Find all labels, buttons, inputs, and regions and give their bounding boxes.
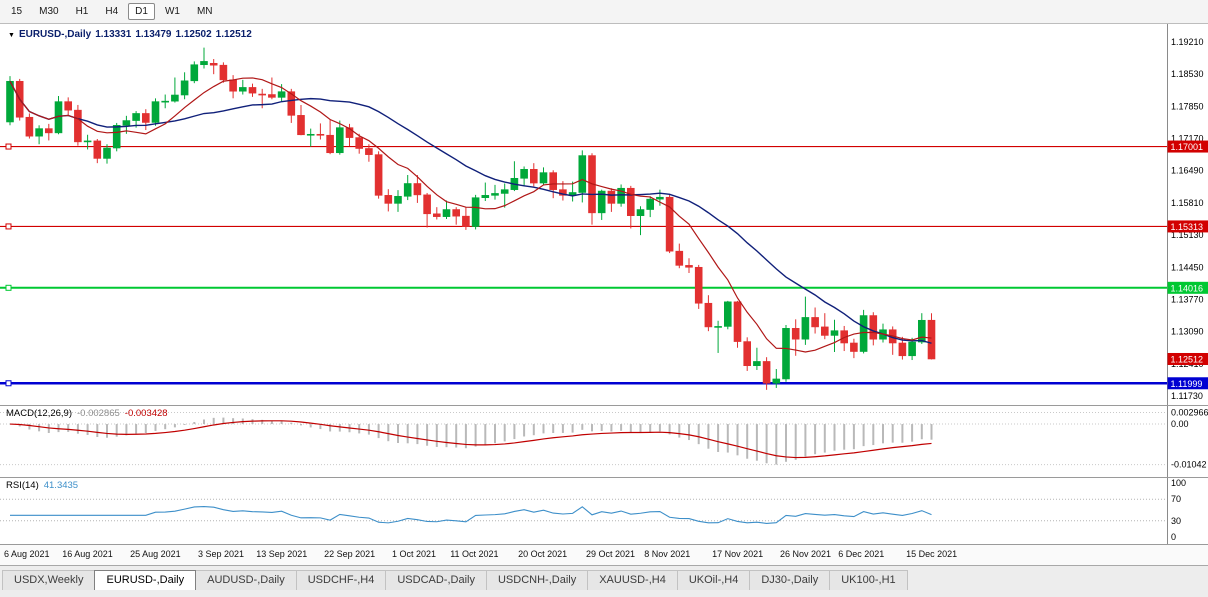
rsi-label: RSI(14) 41.3435 xyxy=(6,480,78,491)
svg-text:0.00: 0.00 xyxy=(1171,419,1189,429)
status-strip xyxy=(0,590,1208,597)
tab-usdx-weekly[interactable]: USDX,Weekly xyxy=(2,570,96,590)
rsi-name: RSI(14) xyxy=(6,480,39,491)
timeframe-button-15[interactable]: 15 xyxy=(11,6,23,17)
date-label: 8 Nov 2021 xyxy=(644,549,691,559)
timeframe-button-W1[interactable]: W1 xyxy=(164,6,180,17)
svg-text:1.12512: 1.12512 xyxy=(1171,354,1204,364)
svg-text:70: 70 xyxy=(1171,494,1181,504)
ma-fast-line xyxy=(9,77,932,353)
tab-xauusd-h4[interactable]: XAUUSD-,H4 xyxy=(587,570,678,590)
date-label: 6 Aug 2021 xyxy=(4,549,50,559)
timeframe-button-MN[interactable]: MN xyxy=(196,6,213,17)
svg-text:0: 0 xyxy=(1171,532,1176,542)
date-label: 16 Aug 2021 xyxy=(62,549,113,559)
macd-signal-line xyxy=(9,420,932,459)
date-label: 15 Dec 2021 xyxy=(906,549,958,559)
date-label: 13 Sep 2021 xyxy=(256,549,308,559)
date-label: 22 Sep 2021 xyxy=(324,549,376,559)
price-badge-1.12512: 1.12512 xyxy=(1167,352,1208,365)
hline-1.11999[interactable] xyxy=(0,380,1167,387)
svg-text:1.17001: 1.17001 xyxy=(1171,142,1204,152)
rsi-panel[interactable]: 100 70 30 0 RSI(14) 41.3435 xyxy=(0,478,1208,545)
date-axis[interactable]: 6 Aug 2021 16 Aug 2021 25 Aug 2021 3 Sep 20… xyxy=(0,545,1208,566)
svg-text:1.18530: 1.18530 xyxy=(1171,69,1204,79)
tab-ukoil-h4[interactable]: UKOil-,H4 xyxy=(676,570,751,590)
candles-layer xyxy=(6,47,936,390)
date-label: 25 Aug 2021 xyxy=(130,549,181,559)
tab-eurusd-daily[interactable]: EURUSD-,Daily xyxy=(94,570,197,590)
svg-text:1.11999: 1.11999 xyxy=(1171,379,1203,389)
chevron-down-icon[interactable]: ▼ xyxy=(8,32,15,39)
chart-tabs: USDX,Weekly EURUSD-,Daily AUDUSD-,Daily USD… xyxy=(0,566,1208,590)
date-label: 20 Oct 2021 xyxy=(518,549,568,559)
price-panel[interactable]: 1.19210 1.18530 1.17850 1.17170 1.16490 1.158… xyxy=(0,24,1208,406)
date-label: 17 Nov 2021 xyxy=(712,549,764,559)
price-badge-1.17001: 1.17001 xyxy=(1167,140,1208,153)
tab-usdchf-h4[interactable]: USDCHF-,H4 xyxy=(295,570,387,590)
svg-text:100: 100 xyxy=(1171,478,1186,488)
svg-text:1.15313: 1.15313 xyxy=(1171,222,1204,232)
tab-audusd-daily[interactable]: AUDUSD-,Daily xyxy=(195,570,297,590)
svg-text:1.13770: 1.13770 xyxy=(1171,294,1204,304)
ohlc-open: 1.13331 xyxy=(95,29,132,40)
macd-panel[interactable]: 0.002966 0.00 -0.01042 MACD(12,26,9) -0.002… xyxy=(0,406,1208,478)
macd-label: MACD(12,26,9) -0.002865 -0.003428 xyxy=(6,408,168,419)
svg-text:1.15810: 1.15810 xyxy=(1171,198,1204,208)
price-badge-1.11999: 1.11999 xyxy=(1167,377,1208,390)
hline-1.17001[interactable] xyxy=(0,143,1167,150)
tab-uk100-h1[interactable]: UK100-,H1 xyxy=(829,570,908,590)
timeframe-button-D1[interactable]: D1 xyxy=(128,3,155,20)
svg-text:1.19210: 1.19210 xyxy=(1171,37,1204,47)
timeframe-button-H1[interactable]: H1 xyxy=(75,6,89,17)
timeframe-button-M30[interactable]: M30 xyxy=(39,6,59,17)
macd-name: MACD(12,26,9) xyxy=(6,408,72,419)
date-label: 29 Oct 2021 xyxy=(586,549,636,559)
ma-slow-line xyxy=(9,80,932,344)
chart-symbol: EURUSD-,Daily xyxy=(18,29,92,40)
svg-text:1.17850: 1.17850 xyxy=(1171,101,1204,111)
hline-1.15313[interactable] xyxy=(0,223,1167,230)
timeframe-button-H4[interactable]: H4 xyxy=(105,6,119,17)
chart-window: 1.19210 1.18530 1.17850 1.17170 1.16490 1.158… xyxy=(0,24,1208,566)
price-badge-1.15313: 1.15313 xyxy=(1167,220,1208,233)
macd-signal-value: -0.003428 xyxy=(124,408,168,419)
svg-text:1.14450: 1.14450 xyxy=(1171,262,1204,272)
rsi-line xyxy=(10,505,932,524)
date-label: 1 Oct 2021 xyxy=(392,549,437,559)
date-label: 6 Dec 2021 xyxy=(838,549,885,559)
date-label: 3 Sep 2021 xyxy=(198,549,245,559)
timeframe-toolbar: 15 M30 H1 H4 D1 W1 MN xyxy=(0,0,1208,24)
rsi-value: 41.3435 xyxy=(43,480,79,491)
svg-text:-0.01042: -0.01042 xyxy=(1171,460,1207,470)
svg-text:1.15130: 1.15130 xyxy=(1171,230,1204,240)
svg-text:30: 30 xyxy=(1171,516,1181,526)
tab-dj30-daily[interactable]: DJ30-,Daily xyxy=(749,570,831,590)
ohlc-close: 1.12512 xyxy=(215,29,252,40)
svg-text:1.16490: 1.16490 xyxy=(1171,166,1204,176)
macd-value: -0.002865 xyxy=(77,408,120,419)
date-label: 26 Nov 2021 xyxy=(780,549,832,559)
tab-usdcnh-daily[interactable]: USDCNH-,Daily xyxy=(485,570,589,590)
ohlc-low: 1.12502 xyxy=(175,29,212,40)
hline-1.14016[interactable] xyxy=(0,284,1167,291)
svg-text:1.13090: 1.13090 xyxy=(1171,327,1204,337)
svg-text:1.11730: 1.11730 xyxy=(1171,391,1203,401)
price-badge-1.14016: 1.14016 xyxy=(1167,281,1208,294)
svg-text:1.14016: 1.14016 xyxy=(1171,283,1204,293)
svg-text:1.17170: 1.17170 xyxy=(1171,134,1204,144)
tab-usdcad-daily[interactable]: USDCAD-,Daily xyxy=(385,570,487,590)
ohlc-high: 1.13479 xyxy=(135,29,172,40)
date-label: 11 Oct 2021 xyxy=(450,549,499,559)
chart-title: ▼ EURUSD-,Daily 1.13331 1.13479 1.12502 1.125… xyxy=(8,29,256,40)
svg-text:0.002966: 0.002966 xyxy=(1171,408,1208,418)
